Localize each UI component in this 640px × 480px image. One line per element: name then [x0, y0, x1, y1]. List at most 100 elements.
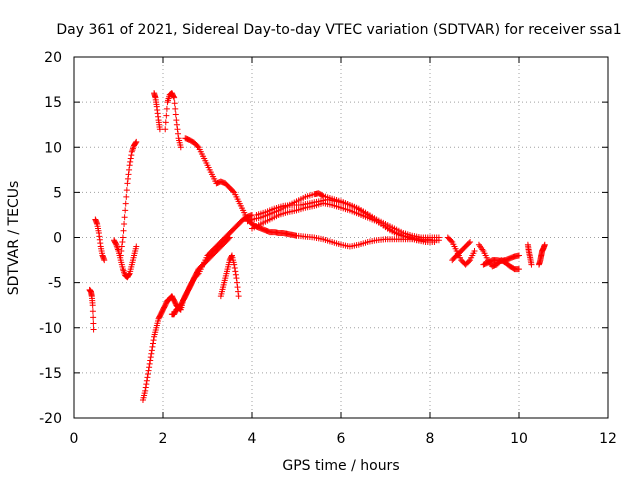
- data-point-interp: [448, 237, 455, 244]
- data-point-interp: [125, 171, 132, 178]
- data-point: [467, 239, 474, 246]
- data-point-interp: [162, 119, 169, 126]
- data-point-interp: [89, 308, 96, 315]
- data-point: [126, 162, 133, 169]
- series-arc-r: [524, 241, 535, 268]
- data-point: [173, 117, 180, 124]
- data-point-interp: [128, 152, 135, 159]
- series-arc-f: [168, 234, 233, 318]
- data-point: [142, 387, 149, 394]
- series-arc-q: [480, 252, 522, 268]
- data-point-interp: [194, 143, 201, 150]
- y-tick-label: -20: [39, 411, 62, 427]
- data-point-interp: [149, 343, 156, 350]
- data-point-interp: [146, 364, 153, 371]
- y-tick-label: 0: [53, 231, 62, 247]
- series-arc-c: [111, 237, 140, 281]
- data-point-interp: [126, 166, 133, 173]
- data-point-interp: [172, 105, 179, 112]
- data-point-interp: [126, 271, 133, 278]
- x-axis-title: GPS time / hours: [282, 458, 399, 474]
- data-point-interp: [142, 384, 149, 391]
- data-point: [146, 360, 153, 367]
- series-arc-b: [92, 216, 108, 264]
- data-point: [171, 94, 178, 101]
- data-point-interp: [132, 139, 139, 146]
- data-point-interp: [148, 350, 155, 357]
- x-tick-label: 12: [599, 431, 617, 447]
- series-arc-o: [449, 239, 474, 264]
- data-point-interp: [234, 284, 241, 291]
- series-arc-m: [253, 196, 438, 246]
- data-point: [133, 243, 140, 250]
- y-axis-title: SDTVAR / TECUs: [6, 181, 22, 296]
- data-point: [231, 261, 238, 268]
- data-point-interp: [127, 158, 134, 165]
- data-point-interp: [124, 175, 131, 182]
- data-point: [541, 241, 548, 248]
- data-point-interp: [127, 155, 134, 162]
- data-point: [156, 126, 163, 133]
- data-point: [144, 374, 151, 381]
- series-arc-i: [162, 90, 184, 151]
- data-point: [119, 234, 126, 241]
- data-point-interp: [465, 258, 472, 265]
- data-point-interp: [147, 354, 154, 361]
- data-point-interp: [232, 268, 239, 275]
- data-point-interp: [175, 130, 182, 137]
- data-point: [226, 234, 233, 241]
- data-point-interp: [112, 240, 119, 247]
- data-point-interp: [228, 253, 235, 260]
- series-arc-s: [536, 241, 548, 268]
- x-tick-label: 4: [248, 431, 257, 447]
- data-point-interp: [121, 220, 128, 227]
- y-tick-label: 5: [53, 185, 62, 201]
- data-point-interp: [172, 111, 179, 118]
- y-tick-label: -5: [48, 276, 62, 292]
- series-arc-a: [86, 286, 97, 333]
- data-point: [528, 261, 535, 268]
- x-tick-label: 10: [510, 431, 528, 447]
- x-tick-label: 6: [337, 431, 346, 447]
- grid: [74, 57, 608, 418]
- data-point: [117, 252, 124, 259]
- data-point: [89, 302, 96, 309]
- data-point-interp: [171, 100, 178, 107]
- data-point: [471, 248, 478, 255]
- x-tick-label: 2: [159, 431, 168, 447]
- series-arc-e: [139, 211, 255, 403]
- data-point-interp: [232, 271, 239, 278]
- data-point: [101, 257, 108, 264]
- data-point-interp: [170, 93, 177, 100]
- data-point-interp: [121, 214, 128, 221]
- data-point-interp: [144, 371, 151, 378]
- series-arc-j: [182, 135, 442, 250]
- data-point-interp: [465, 240, 472, 247]
- data-point: [90, 326, 97, 333]
- data-point-interp: [118, 243, 125, 250]
- data-point-interp: [149, 340, 156, 347]
- data-point-interp: [173, 121, 180, 128]
- data-point: [124, 180, 131, 187]
- data-point-interp: [118, 248, 125, 255]
- data-point: [516, 266, 522, 273]
- data-point-interp: [123, 193, 130, 200]
- data-point-interp: [143, 377, 150, 384]
- series-arc-h: [151, 90, 163, 133]
- data-point-interp: [233, 279, 240, 286]
- data-point-interp: [225, 235, 232, 242]
- data-point-interp: [119, 239, 126, 246]
- series-arc-d: [117, 138, 140, 259]
- data-point-interp: [120, 227, 127, 234]
- chart-title: Day 361 of 2021, Sidereal Day-to-day VTE…: [56, 22, 621, 38]
- x-tick-label: 8: [426, 431, 435, 447]
- series-arc-g: [217, 252, 242, 300]
- data-point-interp: [150, 337, 157, 344]
- data-point-interp: [163, 105, 170, 112]
- y-tick-label: 20: [44, 50, 62, 66]
- y-tick-label: 15: [44, 95, 62, 111]
- data-point: [122, 207, 129, 214]
- data-point: [233, 275, 240, 282]
- data-point: [431, 239, 438, 246]
